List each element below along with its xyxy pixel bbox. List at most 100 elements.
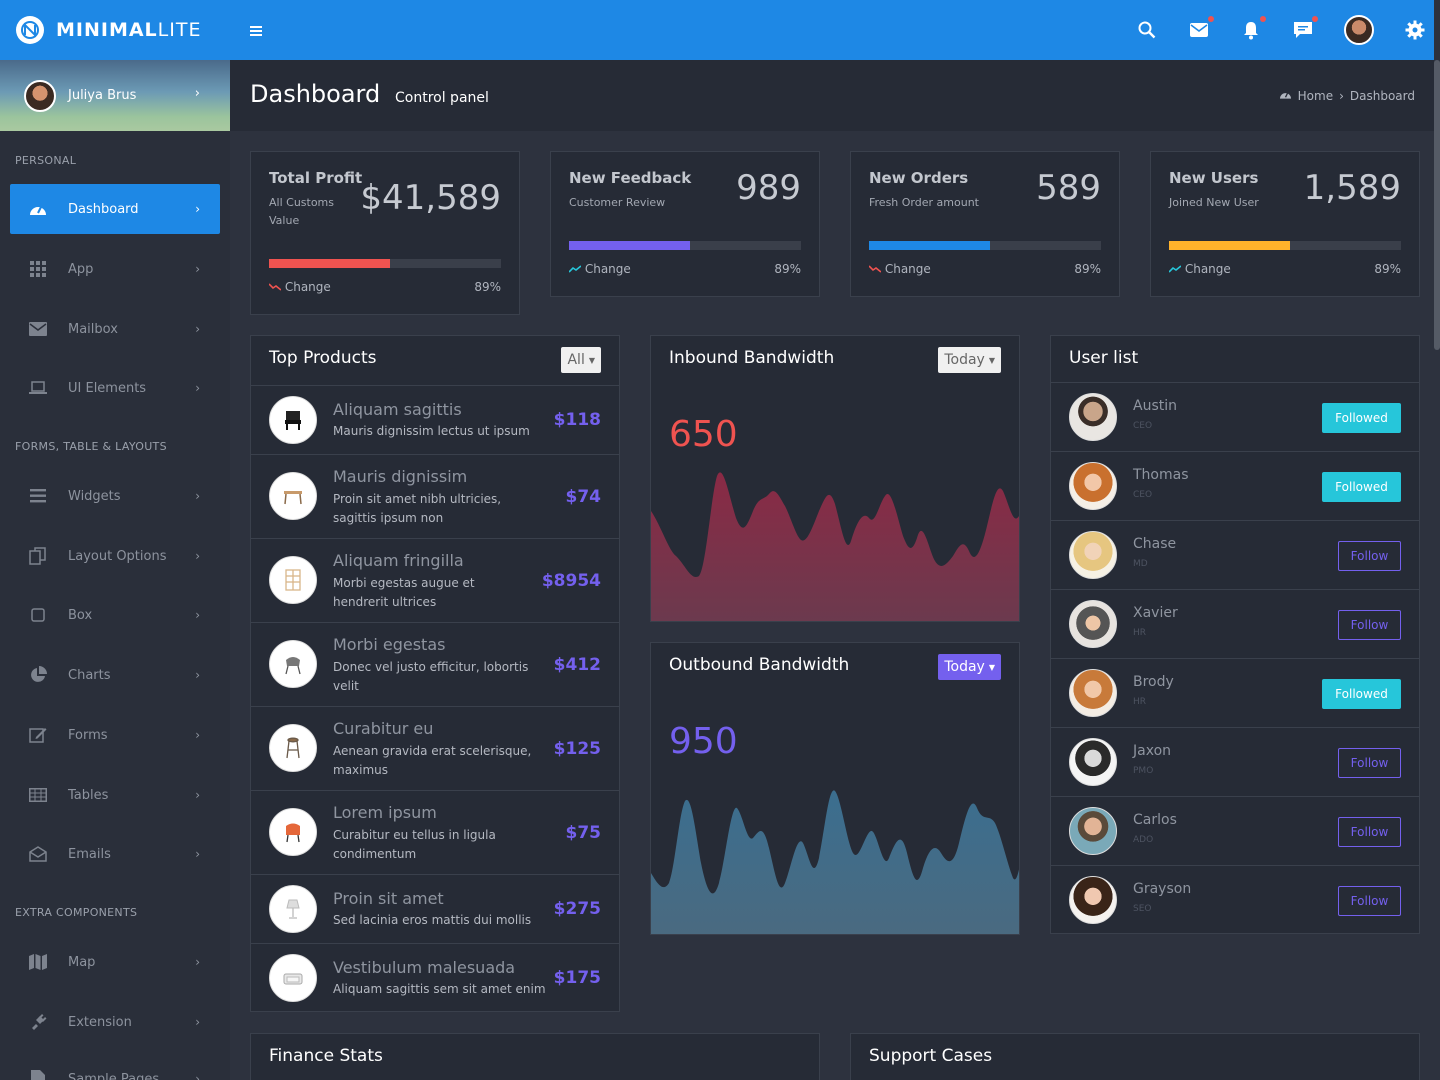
list-item[interactable]: Curabitur eu Aenean gravida erat sceleri… [251, 706, 619, 790]
scrollbar-thumb[interactable] [1434, 60, 1440, 350]
list-item[interactable]: Aliquam sagittis Mauris dignissim lectus… [251, 385, 619, 454]
list-item[interactable]: Mauris dignissim Proin sit amet nibh ult… [251, 454, 619, 538]
progress-bar [869, 241, 1101, 250]
menu-icon[interactable] [250, 21, 264, 40]
breadcrumb-separator: › [1339, 89, 1344, 103]
sidebar-item-label: Dashboard [68, 201, 139, 217]
map-icon [28, 952, 48, 972]
page-scrollbar[interactable] [1434, 0, 1440, 1080]
sidebar-item-mailbox[interactable]: Mailbox › [10, 304, 220, 354]
followed-button[interactable]: Followed [1322, 472, 1401, 502]
user-name: Juliya Brus [68, 88, 137, 103]
inbound-filter-dropdown[interactable]: Today ▼ [938, 347, 1001, 373]
user-name: Chase [1133, 536, 1177, 552]
card-title: Support Cases [869, 1046, 993, 1066]
bell-icon[interactable] [1240, 16, 1266, 41]
list-item[interactable]: Xavier HR Follow [1051, 589, 1419, 658]
user-list-card: User list Austin CEO Followed Thomas CEO… [1050, 335, 1420, 934]
sidebar-item-label: Map [68, 954, 96, 970]
user-name: Thomas [1133, 467, 1189, 483]
sidebar-item-sample-pages[interactable]: Sample Pages › [10, 1054, 220, 1080]
progress-bar [269, 259, 501, 268]
chevron-right-icon: › [194, 86, 200, 101]
search-icon[interactable] [1136, 19, 1158, 41]
sidebar: Juliya Brus › PERSONAL FORMS, TABLE & LA… [0, 60, 230, 1080]
sidebar-item-app[interactable]: App › [10, 244, 220, 294]
sidebar-item-widgets[interactable]: Widgets › [10, 471, 220, 521]
list-item[interactable]: Aliquam fringilla Morbi egestas augue et… [251, 538, 619, 622]
page-subtitle: Control panel [395, 90, 489, 106]
sidebar-item-charts[interactable]: Charts › [10, 650, 220, 700]
caret-down-icon: ▼ [988, 355, 995, 365]
list-item[interactable]: Proin sit amet Sed lacinia eros mattis d… [251, 874, 619, 943]
list-item[interactable]: Grayson SEO Follow [1051, 865, 1419, 934]
notification-dot [1260, 16, 1266, 22]
page-title: Dashboard [250, 80, 381, 108]
outbound-sparkline [651, 790, 1019, 934]
stool-icon [269, 724, 317, 772]
sidebar-item-map[interactable]: Map › [10, 937, 220, 987]
list-item[interactable]: Thomas CEO Followed [1051, 451, 1419, 520]
support-cases-card: Support Cases [850, 1033, 1420, 1080]
product-name: Morbi egestas [333, 635, 446, 654]
dashboard-icon [1279, 89, 1292, 103]
list-item[interactable]: Lorem ipsum Curabitur eu tellus in ligul… [251, 790, 619, 874]
products-filter-dropdown[interactable]: All ▼ [561, 347, 601, 373]
avatar [1069, 531, 1117, 579]
dashboard-icon [28, 199, 48, 219]
armchair-icon [269, 808, 317, 856]
product-desc: Donec vel justo efficitur, lobortis veli… [333, 660, 529, 693]
list-item[interactable]: Vestibulum malesuada Aliquam sagittis se… [251, 943, 619, 1012]
change-label: Change [1184, 262, 1231, 276]
product-desc: Aliquam sagittis sem sit amet enim [333, 982, 546, 996]
list-item[interactable]: Carlos ADO Follow [1051, 796, 1419, 865]
list-item[interactable]: Austin CEO Followed [1051, 382, 1419, 451]
user-panel[interactable]: Juliya Brus › [0, 60, 230, 131]
sidebar-item-tables[interactable]: Tables › [10, 770, 220, 820]
list-item[interactable]: Brody HR Followed [1051, 658, 1419, 727]
follow-button[interactable]: Follow [1338, 610, 1401, 640]
chat-icon[interactable] [1292, 16, 1318, 41]
followed-button[interactable]: Followed [1322, 679, 1401, 709]
list-item[interactable]: Morbi egestas Donec vel justo efficitur,… [251, 622, 619, 706]
sidebar-item-label: Tables [68, 787, 109, 803]
caret-down-icon: ▼ [588, 355, 595, 365]
product-desc: Aenean gravida erat scelerisque, maximus [333, 744, 532, 777]
follow-button[interactable]: Follow [1338, 886, 1401, 916]
stat-value: 589 [1036, 168, 1101, 208]
follow-button[interactable]: Follow [1338, 541, 1401, 571]
sidebar-item-emails[interactable]: Emails › [10, 829, 220, 879]
logo-icon [16, 16, 44, 44]
list-item[interactable]: Chase MD Follow [1051, 520, 1419, 589]
sidebar-item-box[interactable]: Box › [10, 590, 220, 640]
product-desc: Proin sit amet nibh ultricies, sagittis … [333, 492, 502, 525]
sidebar-item-extension[interactable]: Extension › [10, 997, 220, 1047]
sidebar-item-forms[interactable]: Forms › [10, 710, 220, 760]
sidebar-item-layout-options[interactable]: Layout Options › [10, 531, 220, 581]
chevron-right-icon: › [195, 1072, 200, 1080]
edit-icon [28, 725, 48, 745]
outbound-filter-dropdown[interactable]: Today ▼ [938, 654, 1001, 680]
avatar [1069, 807, 1117, 855]
user-name: Jaxon [1133, 743, 1172, 759]
user-avatar[interactable] [1344, 15, 1374, 45]
breadcrumb-home[interactable]: Home [1297, 89, 1334, 103]
stat-title: New Orders [869, 169, 969, 187]
trend-down-icon [868, 262, 882, 276]
gear-icon[interactable] [1404, 19, 1426, 41]
mail-icon[interactable] [1188, 16, 1214, 41]
stat-subtitle: Customer Review [569, 196, 666, 209]
followed-button[interactable]: Followed [1322, 403, 1401, 433]
avatar [1069, 738, 1117, 786]
sidebar-item-label: App [68, 261, 94, 277]
sidebar-item-ui-elements[interactable]: UI Elements › [10, 363, 220, 413]
follow-button[interactable]: Follow [1338, 817, 1401, 847]
sidebar-item-dashboard[interactable]: Dashboard › [10, 184, 220, 234]
user-role: CEO [1133, 421, 1153, 431]
brand-name: MINIMALLITE [56, 19, 202, 41]
logo[interactable]: MINIMALLITE [0, 0, 230, 60]
list-item[interactable]: Jaxon PMO Follow [1051, 727, 1419, 796]
follow-button[interactable]: Follow [1338, 748, 1401, 778]
user-name: Brody [1133, 674, 1174, 690]
sidebar-item-label: Forms [68, 727, 108, 743]
